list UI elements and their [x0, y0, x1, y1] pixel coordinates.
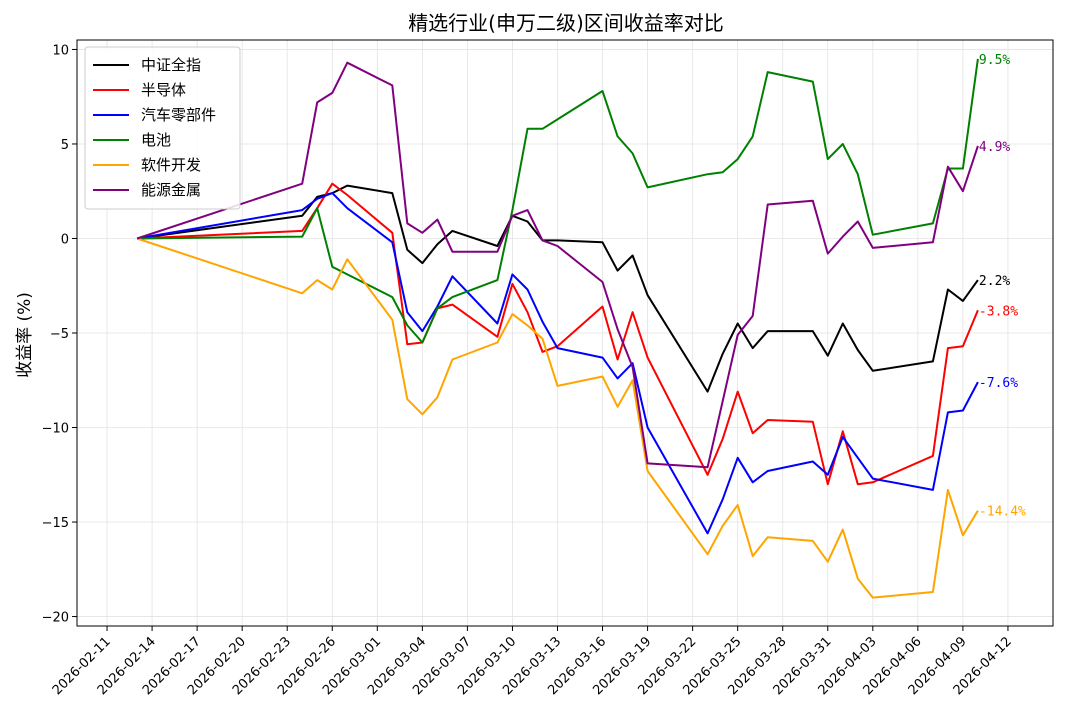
legend-label-2: 半导体 [141, 81, 186, 99]
legend-label-1: 中证全指 [141, 56, 201, 74]
end-label-5: -14.4% [979, 505, 1026, 520]
series-line-4 [137, 58, 979, 344]
legend-label-6: 能源金属 [141, 181, 201, 199]
y-tick-label: −10 [42, 422, 69, 437]
y-tick-label: −15 [42, 516, 69, 531]
end-label-1: 2.2% [979, 274, 1010, 289]
y-tick-label: −5 [50, 327, 69, 342]
legend-label-5: 软件开发 [141, 156, 201, 174]
chart-title: 精选行业(申万二级)区间收益率对比 [408, 11, 724, 35]
legend-label-4: 电池 [141, 131, 171, 149]
end-labels: 2.2% -3.8% -7.6% 9.5% -14.4% 4.9% [979, 53, 1026, 520]
y-tick-label: −20 [42, 611, 69, 626]
end-label-6: 4.9% [979, 140, 1010, 155]
legend-box [84, 46, 241, 210]
end-label-2: -3.8% [979, 304, 1018, 319]
y-tick-label: 0 [61, 232, 69, 247]
end-label-4: 9.5% [979, 53, 1010, 68]
series-line-5 [136, 237, 979, 599]
y-axis-label: 收益率 (%) [15, 292, 35, 378]
series-line-3 [136, 192, 979, 535]
y-tick-label: 10 [52, 43, 69, 58]
end-label-3: -7.6% [979, 376, 1018, 391]
legend-label-3: 汽车零部件 [141, 106, 216, 124]
series-line-1 [136, 184, 979, 393]
y-tick-label: 5 [61, 138, 69, 153]
series-line-6 [136, 61, 979, 469]
series-lines [136, 58, 979, 599]
